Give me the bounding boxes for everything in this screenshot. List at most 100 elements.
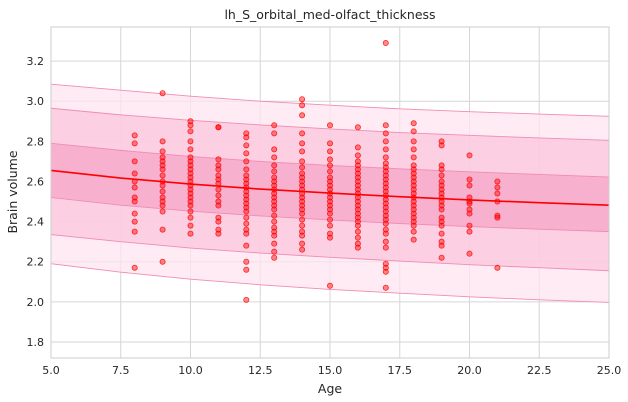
data-point <box>299 164 306 171</box>
data-point <box>410 190 417 197</box>
data-point <box>243 242 250 249</box>
data-point <box>159 182 166 189</box>
data-point <box>215 218 222 225</box>
y-tick-labels: 1.8 2.0 2.2 2.4 2.6 2.8 3.0 3.2 <box>27 55 45 349</box>
data-point <box>159 158 166 165</box>
data-point <box>326 198 333 205</box>
data-point <box>215 230 222 237</box>
data-point <box>243 230 250 237</box>
data-point <box>438 172 445 179</box>
data-point <box>466 176 473 183</box>
x-tick-label: 20.0 <box>457 364 482 377</box>
data-point <box>299 228 306 235</box>
data-point <box>326 202 333 209</box>
data-point <box>243 172 250 179</box>
data-point <box>410 182 417 189</box>
data-point <box>382 284 389 291</box>
data-point <box>299 148 306 155</box>
data-point <box>243 142 250 149</box>
data-point <box>215 162 222 169</box>
data-point <box>271 240 278 247</box>
data-point <box>215 166 222 173</box>
data-point <box>271 154 278 161</box>
y-tick-label: 3.2 <box>27 55 45 68</box>
data-point <box>215 198 222 205</box>
data-point <box>243 166 250 173</box>
y-tick-label: 2.0 <box>27 296 45 309</box>
y-tick-label: 3.0 <box>27 95 45 108</box>
data-point <box>271 146 278 153</box>
data-point <box>466 200 473 207</box>
data-point <box>326 178 333 185</box>
y-axis-label: Brain volume <box>5 150 20 233</box>
data-point <box>299 174 306 181</box>
data-point <box>131 194 138 201</box>
data-point <box>187 138 194 145</box>
data-point <box>354 162 361 169</box>
data-point <box>243 226 250 233</box>
data-point <box>466 206 473 213</box>
data-point <box>187 186 194 193</box>
data-point <box>466 250 473 257</box>
data-point <box>299 246 306 253</box>
data-point <box>215 124 222 131</box>
y-tick-label: 2.6 <box>27 175 45 188</box>
data-point <box>494 214 501 221</box>
data-point <box>382 184 389 191</box>
plot-border <box>50 26 610 359</box>
data-point <box>354 178 361 185</box>
data-point <box>299 182 306 189</box>
data-point <box>159 138 166 145</box>
data-point <box>243 296 250 303</box>
x-tick-label: 12.5 <box>248 364 273 377</box>
data-point <box>271 202 278 209</box>
data-point <box>354 228 361 235</box>
data-point <box>271 248 278 255</box>
data-point <box>382 238 389 245</box>
data-point <box>438 222 445 229</box>
data-point <box>215 156 222 163</box>
data-point <box>131 210 138 217</box>
data-point <box>410 162 417 169</box>
data-point <box>215 226 222 233</box>
data-point <box>382 172 389 179</box>
data-point <box>159 202 166 209</box>
data-point <box>299 222 306 229</box>
data-point <box>326 282 333 289</box>
data-point <box>354 124 361 131</box>
data-point <box>326 210 333 217</box>
data-point <box>187 222 194 229</box>
data-point <box>326 234 333 241</box>
data-point <box>299 210 306 217</box>
data-point <box>187 202 194 209</box>
y-tick-label: 1.8 <box>27 336 45 349</box>
data-point <box>215 202 222 209</box>
data-point <box>243 150 250 157</box>
data-point <box>382 146 389 153</box>
data-point <box>382 196 389 203</box>
data-point <box>410 236 417 243</box>
data-point <box>354 198 361 205</box>
data-point <box>410 170 417 177</box>
data-point <box>271 206 278 213</box>
data-point <box>382 264 389 271</box>
data-point <box>271 218 278 225</box>
data-point <box>159 148 166 155</box>
data-point <box>187 128 194 135</box>
y-tick-label: 2.2 <box>27 256 45 269</box>
data-point <box>299 96 306 103</box>
data-point <box>326 206 333 213</box>
x-axis-label: Age <box>318 381 342 396</box>
data-point <box>438 230 445 237</box>
data-point <box>187 198 194 205</box>
data-point <box>299 194 306 201</box>
x-tick-label: 15.0 <box>318 364 343 377</box>
data-point <box>354 174 361 181</box>
data-point <box>271 174 278 181</box>
data-point <box>215 186 222 193</box>
data-point <box>438 138 445 145</box>
data-point <box>438 162 445 169</box>
data-point <box>159 194 166 201</box>
data-point <box>410 222 417 229</box>
data-point <box>410 186 417 193</box>
